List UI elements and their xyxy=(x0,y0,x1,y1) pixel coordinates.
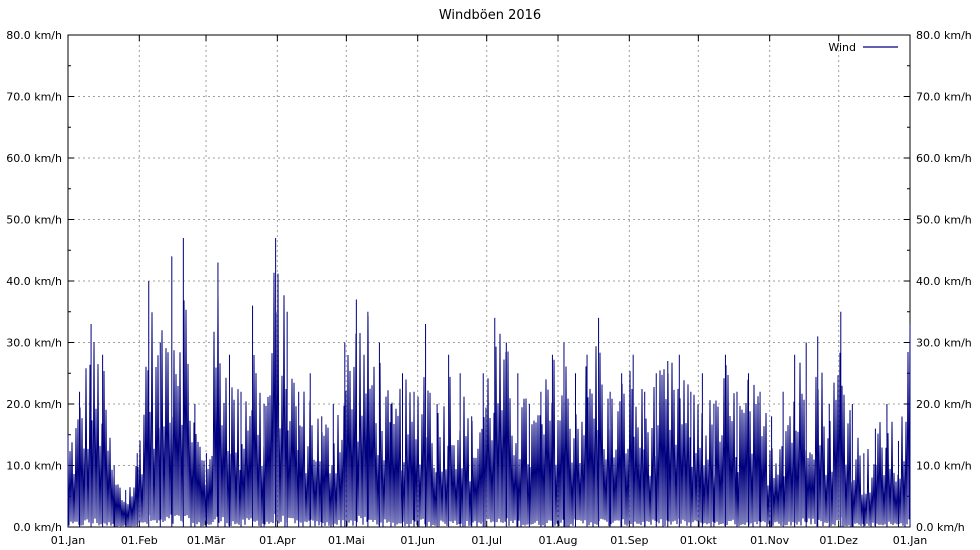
y-tick-label-left: 20.0 km/h xyxy=(6,398,62,411)
y-axis-ticks: 0.0 km/h 0.0 km/h 10.0 km/h 10.0 km/h 20.0 k… xyxy=(6,29,972,534)
y-tick-label-left: 80.0 km/h xyxy=(6,29,62,42)
x-tick-label: 01.Jun xyxy=(400,534,435,547)
legend: Wind xyxy=(828,41,898,54)
y-tick-label-right: 0.0 km/h xyxy=(916,521,965,534)
y-tick-label-left: 30.0 km/h xyxy=(6,337,62,350)
y-tick-label-right: 20.0 km/h xyxy=(916,398,972,411)
y-tick-label-right: 30.0 km/h xyxy=(916,337,972,350)
x-tick-label: 01.Aug xyxy=(539,534,578,547)
x-tick-label: 01.Mai xyxy=(328,534,365,547)
y-tick-label-left: 70.0 km/h xyxy=(6,91,62,104)
x-tick-label: 01.Sep xyxy=(610,534,648,547)
y-tick-label-right: 50.0 km/h xyxy=(916,214,972,227)
y-tick-label-right: 80.0 km/h xyxy=(916,29,972,42)
y-tick-label-right: 10.0 km/h xyxy=(916,460,972,473)
y-tick-label-right: 60.0 km/h xyxy=(916,152,972,165)
x-tick-label: 01.Jan xyxy=(893,534,927,547)
y-tick-label-left: 50.0 km/h xyxy=(6,214,62,227)
legend-label-wind: Wind xyxy=(828,41,856,54)
x-tick-label: 01.Nov xyxy=(750,534,789,547)
x-tick-label: 01.Feb xyxy=(121,534,158,547)
x-tick-label: 01.Dez xyxy=(819,534,858,547)
series-line-wind xyxy=(67,272,911,528)
x-tick-label: 01.Apr xyxy=(259,534,296,547)
x-tick-label: 01.Jan xyxy=(51,534,85,547)
y-tick-label-right: 40.0 km/h xyxy=(916,275,972,288)
y-tick-label-left: 40.0 km/h xyxy=(6,275,62,288)
chart-title: Windböen 2016 xyxy=(438,8,542,23)
y-tick-label-left: 0.0 km/h xyxy=(13,521,62,534)
x-tick-label: 01.Jul xyxy=(471,534,502,547)
y-tick-label-left: 60.0 km/h xyxy=(6,152,62,165)
x-tick-label: 01.Okt xyxy=(680,534,718,547)
series-layer xyxy=(67,237,911,528)
y-tick-label-right: 70.0 km/h xyxy=(916,91,972,104)
y-tick-label-left: 10.0 km/h xyxy=(6,460,62,473)
x-tick-label: 01.Mär xyxy=(187,534,226,547)
x-axis-ticks: 01.Jan 01.Feb 01.Mär 01.Apr 01.Mai 01.Jun 01.J… xyxy=(51,35,927,547)
